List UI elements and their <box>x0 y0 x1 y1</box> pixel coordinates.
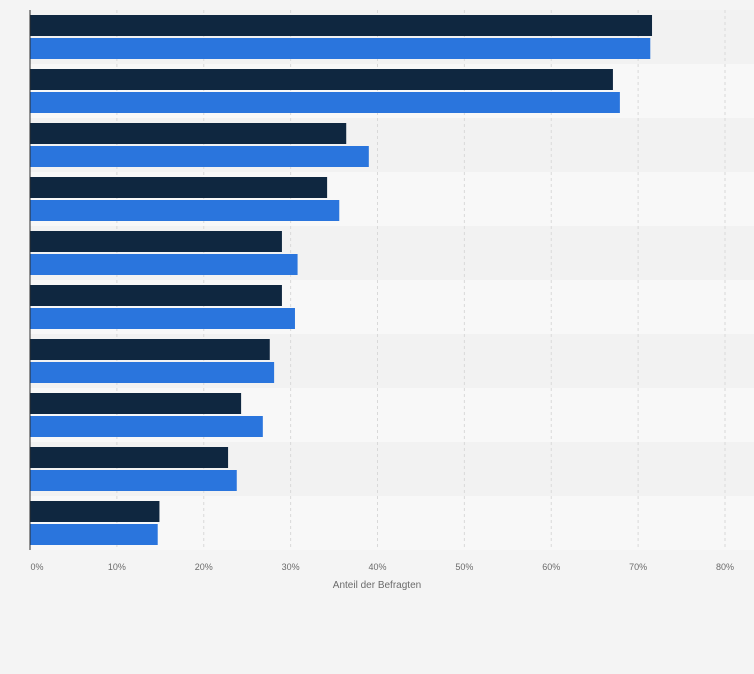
category-bands <box>30 10 754 550</box>
bar[interactable] <box>30 69 613 90</box>
bar[interactable] <box>30 447 229 468</box>
x-tick-label: 80% <box>716 562 734 572</box>
x-axis-label: Anteil der Befragten <box>333 580 421 591</box>
bar[interactable] <box>30 285 282 306</box>
x-tick-label: 50% <box>455 562 473 572</box>
x-tick-label: 70% <box>629 562 647 572</box>
bar[interactable] <box>30 524 158 545</box>
bar[interactable] <box>30 15 653 36</box>
bar[interactable] <box>30 146 369 167</box>
bars <box>30 15 653 545</box>
x-tick-label: 10% <box>108 562 126 572</box>
bar[interactable] <box>30 200 340 221</box>
bar[interactable] <box>30 254 298 275</box>
bar[interactable] <box>30 501 160 522</box>
bar[interactable] <box>30 308 295 329</box>
x-tick-label: 0% <box>30 562 43 572</box>
x-tick-labels: 0% 10% 20% 30% 40% 50% 60% 70% 80% <box>30 562 734 572</box>
x-tick-label: 20% <box>195 562 213 572</box>
bar[interactable] <box>30 470 237 491</box>
bar[interactable] <box>30 123 347 144</box>
bar[interactable] <box>30 393 242 414</box>
bar[interactable] <box>30 92 620 113</box>
x-tick-label: 30% <box>282 562 300 572</box>
bar[interactable] <box>30 38 651 59</box>
bar[interactable] <box>30 416 263 437</box>
bar[interactable] <box>30 362 275 383</box>
x-tick-label: 60% <box>542 562 560 572</box>
bar[interactable] <box>30 231 282 252</box>
bar[interactable] <box>30 177 328 198</box>
x-tick-label: 40% <box>368 562 386 572</box>
bar[interactable] <box>30 339 270 360</box>
